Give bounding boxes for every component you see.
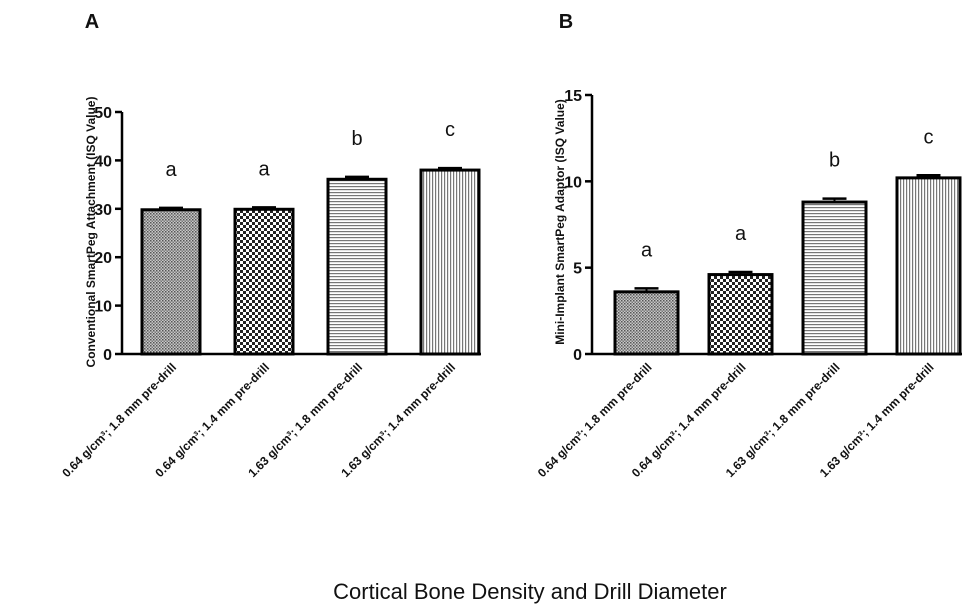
y-tick-label: 10 [94, 299, 112, 316]
bar [801, 200, 868, 356]
y-tick-label: 10 [564, 174, 582, 191]
significance-label: b [351, 128, 362, 150]
significance-label: c [924, 126, 934, 148]
significance-label: a [641, 239, 653, 261]
bar [613, 290, 680, 356]
y-tick-label: 30 [94, 202, 112, 219]
panel-label: B [559, 11, 573, 33]
bar [233, 207, 295, 356]
significance-label: a [165, 159, 177, 181]
bar [707, 273, 774, 356]
bar [140, 208, 202, 356]
y-tick-label: 40 [94, 153, 112, 170]
bar [419, 168, 481, 356]
y-tick-label: 20 [94, 250, 112, 267]
significance-label: c [445, 119, 455, 141]
shared-x-axis-label: Cortical Bone Density and Drill Diameter [333, 579, 727, 604]
y-tick-label: 50 [94, 105, 112, 122]
panel-a: A Conventional SmartPeg Attachment (ISQ V… [59, 11, 481, 480]
significance-label: b [829, 150, 840, 172]
panel-b: B Mini-Implant SmartPeg Adaptor (ISQ Valu… [535, 11, 962, 480]
y-tick-label: 0 [103, 347, 112, 364]
bar [895, 176, 962, 356]
panel-label: A [85, 11, 99, 33]
y-tick-label: 5 [573, 261, 582, 278]
significance-label: a [258, 158, 270, 180]
y-tick-label: 15 [564, 88, 582, 105]
x-tick-label: 1.63 g/cm³; 1.4 mm pre-drill [817, 360, 937, 480]
significance-label: a [735, 223, 747, 245]
y-axis-label: Conventional SmartPeg Attachment (ISQ Va… [84, 97, 98, 368]
bar [326, 177, 388, 356]
y-axis-label: Mini-Implant SmartPeg Adaptor (ISQ Value… [553, 99, 567, 345]
y-tick-label: 0 [573, 347, 582, 364]
